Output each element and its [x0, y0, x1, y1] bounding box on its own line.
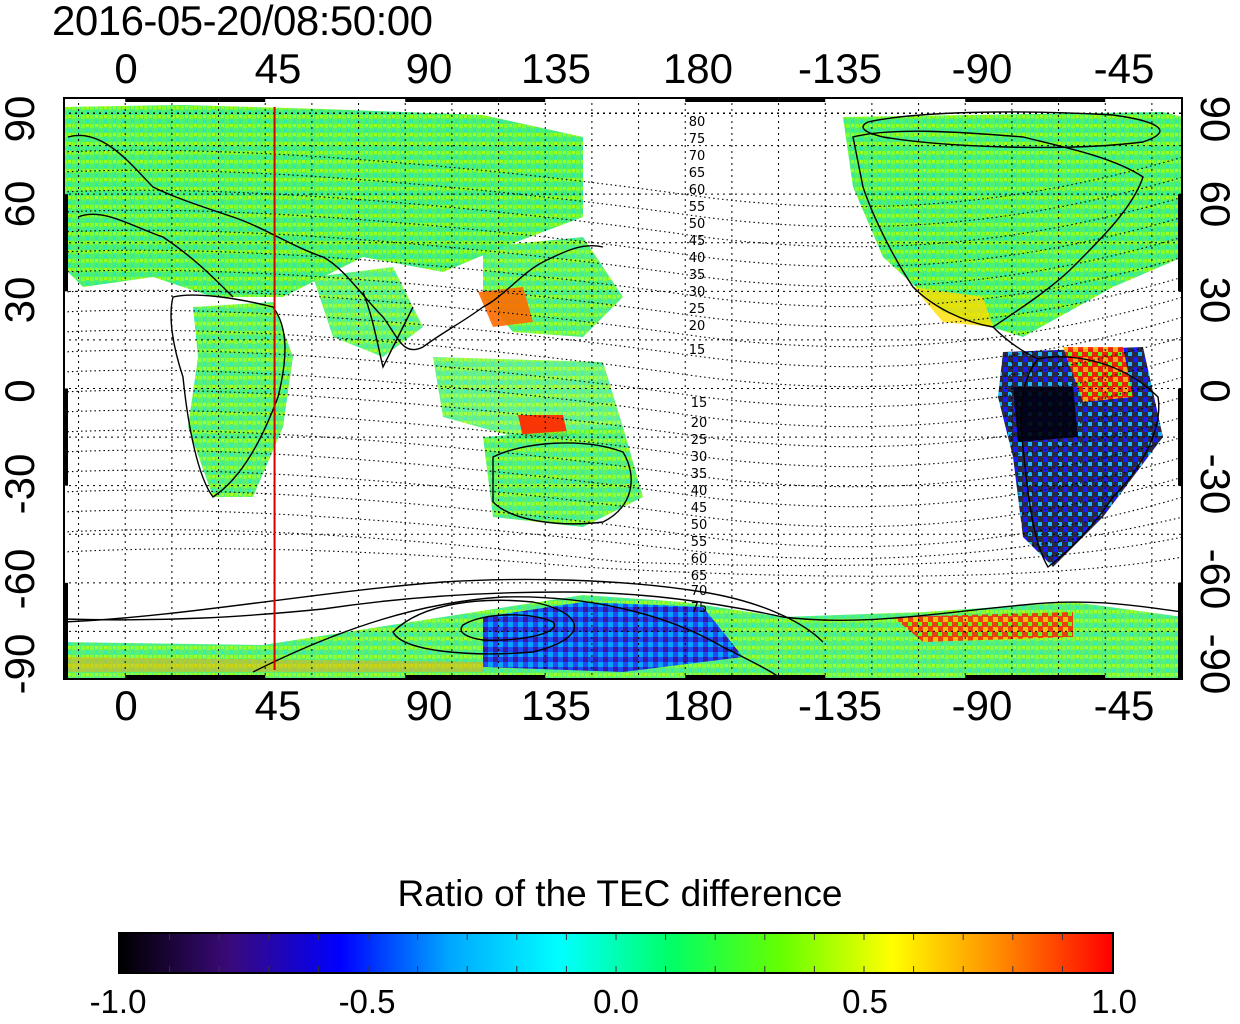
mlat-label: 20 [690, 416, 708, 431]
bottom-lon-tick: 45 [254, 682, 302, 729]
axis-bar [63, 388, 68, 486]
axis-bar [125, 675, 266, 680]
colorbar-tick-label: 0.0 [593, 983, 639, 1020]
mlat-label: 60 [688, 183, 706, 198]
top-lon-tick: 45 [254, 45, 302, 92]
mlat-label: 80 [688, 115, 706, 130]
mlat-label: 25 [688, 302, 706, 317]
axis-bar [1178, 582, 1183, 680]
colorbar-minor-ticks [169, 934, 1063, 972]
axis-bar [685, 675, 826, 680]
colorbar-title: Ratio of the TEC difference [397, 873, 843, 914]
top-lon-tick: 90 [405, 45, 453, 92]
colorbar-tick-label: 1.0 [1091, 983, 1137, 1020]
mlat-label: 20 [688, 319, 706, 334]
axis-bar [405, 97, 546, 102]
magnetic-latitude-contours [63, 149, 1183, 577]
left-lat-tick: -90 [0, 633, 43, 695]
bottom-lon-tick: -90 [951, 682, 1013, 729]
colorbar [118, 932, 1114, 974]
bottom-lon-tick: 135 [520, 682, 592, 729]
bottom-lon-tick: -45 [1093, 682, 1155, 729]
mlat-label: 40 [690, 484, 708, 499]
southern-contours [63, 111, 1161, 680]
tec-map-canvas [63, 97, 1183, 680]
axis-bar [63, 194, 68, 292]
mlat-label: 30 [690, 450, 708, 465]
tec-map: 80 75 70 65 60 55 50 45 40 35 30 25 20 1… [63, 97, 1183, 680]
colorbar-tick-label: 0.5 [842, 983, 888, 1020]
lat-lon-grid [63, 97, 1183, 680]
timestamp-title: 2016-05-20/08:50:00 [52, 0, 433, 44]
axis-bar [1178, 194, 1183, 292]
axis-bar [965, 97, 1106, 102]
top-lon-tick: -90 [951, 45, 1013, 92]
mlat-label: 75 [688, 132, 706, 147]
mlat-label: 25 [690, 433, 708, 448]
top-lon-tick: 0 [114, 45, 138, 92]
top-lon-tick: -135 [797, 45, 883, 92]
mlat-label: 55 [690, 535, 708, 550]
mlat-label: 55 [688, 200, 706, 215]
mlat-label: 45 [690, 501, 708, 516]
axis-tick-bars [63, 97, 1183, 680]
axis-bar [1178, 388, 1183, 486]
axis-bar [965, 675, 1106, 680]
mlat-label: 35 [688, 268, 706, 283]
bottom-lon-tick: 90 [405, 682, 453, 729]
mlat-label: 45 [688, 234, 706, 249]
mlat-label: 15 [690, 396, 708, 411]
bottom-lon-tick: 180 [662, 682, 734, 729]
mlat-label: 50 [688, 217, 706, 232]
axis-bar [685, 97, 826, 102]
mlat-label: 40 [688, 251, 706, 266]
mlat-label: 65 [690, 569, 708, 584]
colorbar-tick-label: -0.5 [338, 983, 396, 1020]
mlat-label: 60 [690, 552, 708, 567]
top-lon-tick: -45 [1093, 45, 1155, 92]
right-lat-tick: -90 [1192, 633, 1239, 695]
mlat-label: 35 [690, 467, 708, 482]
top-lon-tick: 180 [662, 45, 734, 92]
mlat-label: 75 [690, 601, 708, 616]
mlat-label: 30 [688, 285, 706, 300]
mlat-label: 70 [690, 584, 708, 599]
tec-data-layer [63, 105, 1183, 680]
mlat-label: 15 [688, 343, 706, 358]
axis-bar [63, 582, 68, 680]
mlat-label: 70 [688, 149, 706, 164]
top-lon-tick: 135 [520, 45, 592, 92]
colorbar-tick-label: -1.0 [89, 983, 147, 1020]
axis-bar [405, 675, 546, 680]
mlat-label: 50 [690, 518, 708, 533]
bottom-lon-tick: 0 [114, 682, 138, 729]
bottom-lon-tick: -135 [797, 682, 883, 729]
mlat-label: 65 [688, 166, 706, 181]
axis-bar [125, 97, 266, 102]
